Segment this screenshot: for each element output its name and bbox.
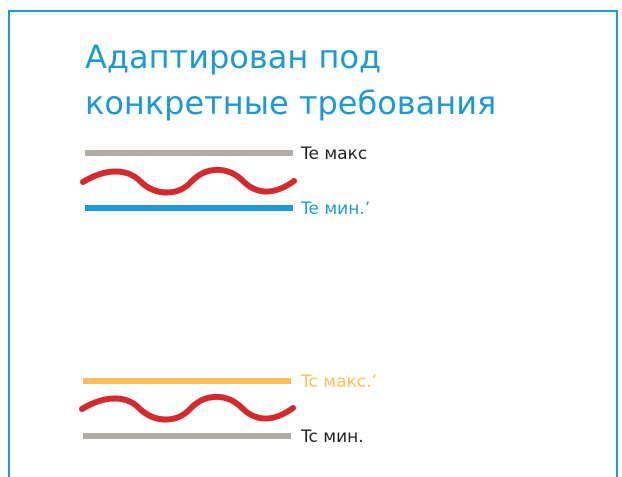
frame-border-right <box>616 10 618 477</box>
frame-border-top <box>8 10 618 12</box>
title-line-2: конкретные требования <box>85 84 497 122</box>
frame-border-left <box>8 10 10 477</box>
te-min-label: Te мин.’ <box>300 199 370 219</box>
title-line-1: Адаптирован под <box>85 38 382 76</box>
top-red-wave <box>80 166 297 196</box>
te-max-label: Te макс <box>300 144 367 164</box>
tc-max-label: Tc макс.’ <box>300 372 377 392</box>
diagram-title: Адаптирован под конкретные требования <box>85 34 496 126</box>
bottom-red-wave <box>79 393 296 423</box>
tc-min-label: Tc мин. <box>300 427 364 447</box>
